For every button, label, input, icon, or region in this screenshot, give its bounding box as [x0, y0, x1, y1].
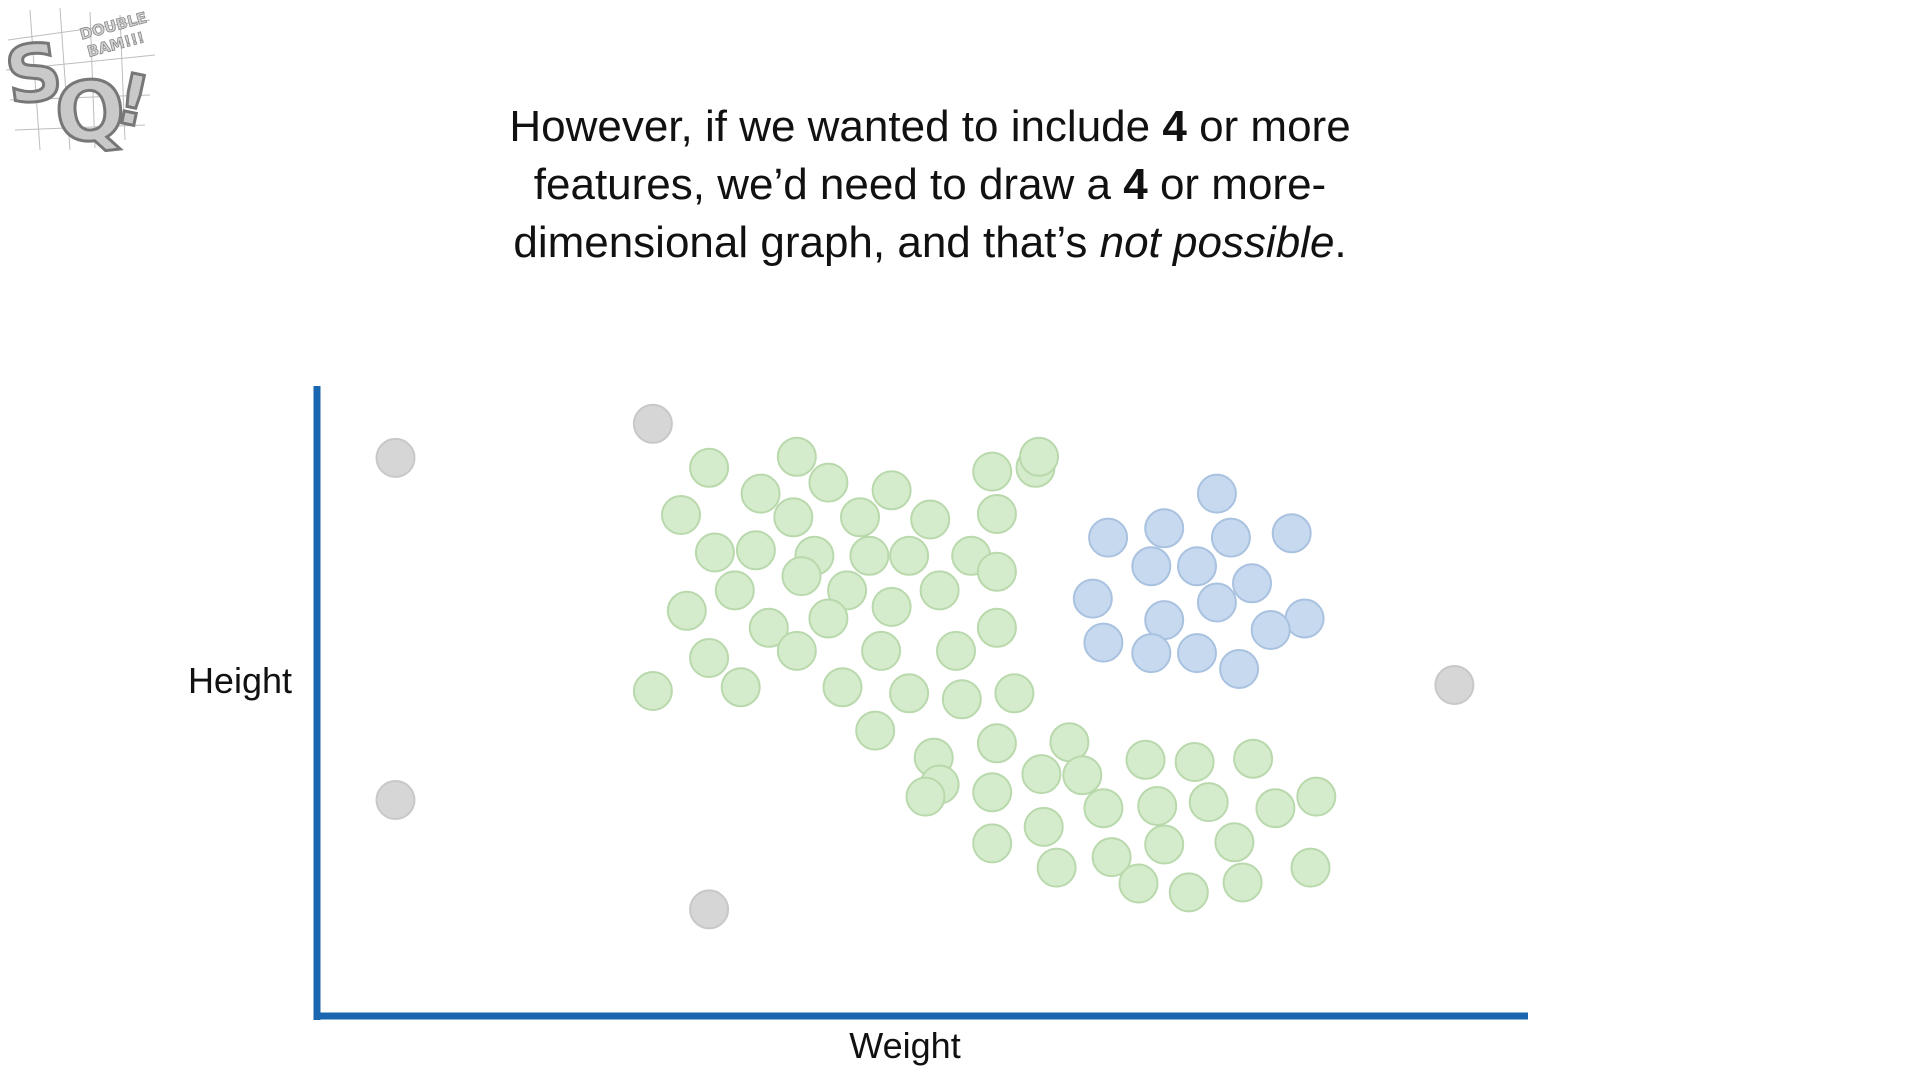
data-point-s2-4: [1271, 513, 1312, 554]
data-point-s1-54: [1188, 782, 1229, 823]
headline-line-2: features, we’d need to draw a 4 or more-: [533, 160, 1327, 209]
data-point-s2-14: [1131, 633, 1172, 674]
data-point-s1-63: [1118, 863, 1159, 904]
data-point-s0-3: [689, 889, 730, 930]
svg-text:Q: Q: [50, 62, 129, 164]
data-point-s1-58: [1036, 847, 1077, 888]
data-point-s2-16: [1219, 649, 1260, 689]
data-point-s2-3: [1210, 517, 1251, 558]
data-point-s1-50: [905, 776, 946, 817]
data-point-s0-1: [632, 403, 673, 444]
data-point-s2-11: [1284, 598, 1325, 639]
data-point-s1-51: [1023, 806, 1064, 847]
scatter-points: [375, 403, 1475, 930]
data-point-s1-49: [1233, 738, 1274, 779]
slide-headline: However, if we wanted to include 4 or mo…: [340, 98, 1520, 272]
data-point-s2-7: [1232, 563, 1272, 604]
data-point-s1-39: [855, 710, 896, 751]
data-point-s1-47: [1125, 739, 1166, 780]
data-point-s1-7: [871, 470, 912, 511]
data-point-s0-4: [1434, 665, 1475, 705]
data-point-s1-33: [632, 671, 673, 711]
data-point-s2-15: [1177, 633, 1217, 674]
data-point-s1-46: [1062, 755, 1103, 796]
y-axis-label: Height: [188, 660, 292, 701]
data-point-s1-1: [776, 436, 817, 477]
data-point-s1-41: [976, 723, 1017, 764]
data-point-s1-19: [781, 556, 822, 597]
data-point-s1-38: [994, 673, 1035, 714]
data-point-s2-9: [1196, 582, 1237, 623]
data-point-s1-8: [661, 495, 701, 535]
data-point-s1-61: [1214, 822, 1255, 863]
data-point-s1-26: [871, 586, 912, 627]
data-point-s1-22: [976, 551, 1017, 592]
data-point-s1-56: [1296, 776, 1337, 817]
data-point-s2-13: [1083, 622, 1124, 663]
data-point-s1-57: [972, 823, 1013, 864]
data-point-s1-65: [1222, 862, 1263, 903]
headline-line-3: dimensional graph, and that’s not possib…: [513, 218, 1347, 267]
data-point-s1-6: [808, 462, 849, 503]
data-point-s1-30: [776, 630, 817, 671]
data-point-s1-3: [972, 451, 1013, 492]
data-point-s1-60: [1144, 824, 1185, 865]
x-axis-label: Weight: [849, 1025, 960, 1066]
data-point-s1-4: [1019, 436, 1059, 477]
data-point-s2-1: [1088, 517, 1129, 558]
svg-text:S: S: [0, 26, 68, 123]
data-point-s2-2: [1144, 508, 1185, 549]
data-point-s1-35: [822, 667, 863, 708]
data-point-s1-34: [720, 667, 761, 708]
data-point-s2-5: [1131, 546, 1172, 587]
data-point-s1-12: [976, 494, 1017, 534]
data-point-s1-27: [976, 607, 1017, 648]
data-point-s0-2: [375, 780, 416, 820]
data-point-s1-29: [689, 638, 730, 678]
data-point-s1-9: [773, 497, 814, 538]
data-point-s2-0: [1196, 473, 1237, 514]
data-point-s1-52: [1083, 788, 1124, 829]
data-point-s1-13: [735, 530, 776, 571]
statquest-logo: S Q ! DOUBLE BAM!!!: [0, 7, 158, 165]
data-point-s1-45: [1021, 754, 1062, 795]
data-point-s1-37: [941, 679, 982, 720]
data-point-s1-53: [1137, 786, 1178, 826]
data-point-s1-11: [910, 499, 951, 540]
data-point-s1-55: [1255, 788, 1296, 829]
data-point-s1-36: [889, 673, 930, 714]
data-point-s1-5: [740, 473, 781, 514]
data-point-s1-21: [919, 570, 960, 611]
data-point-s1-23: [666, 590, 707, 631]
data-point-s1-28: [748, 607, 789, 648]
data-point-s1-10: [840, 497, 880, 538]
data-point-s1-64: [1168, 872, 1209, 913]
data-point-s1-48: [1174, 742, 1215, 782]
data-point-s1-20: [827, 570, 868, 611]
data-point-s0-0: [375, 437, 416, 478]
data-point-s1-25: [808, 598, 849, 639]
data-point-s1-62: [1290, 847, 1331, 888]
data-point-s2-6: [1177, 546, 1217, 587]
headline-line-1: However, if we wanted to include 4 or mo…: [509, 102, 1351, 151]
data-point-s1-44: [972, 772, 1013, 813]
data-point-s1-32: [936, 630, 976, 671]
data-point-s2-8: [1072, 578, 1113, 619]
data-point-s1-17: [889, 535, 930, 576]
data-point-s1-31: [861, 630, 902, 671]
data-point-s1-14: [694, 532, 735, 573]
data-point-s1-24: [714, 570, 755, 611]
data-point-s1-16: [849, 535, 890, 576]
data-point-s1-0: [689, 447, 730, 488]
data-point-s1-59: [1091, 837, 1132, 878]
data-point-s2-12: [1250, 610, 1291, 650]
